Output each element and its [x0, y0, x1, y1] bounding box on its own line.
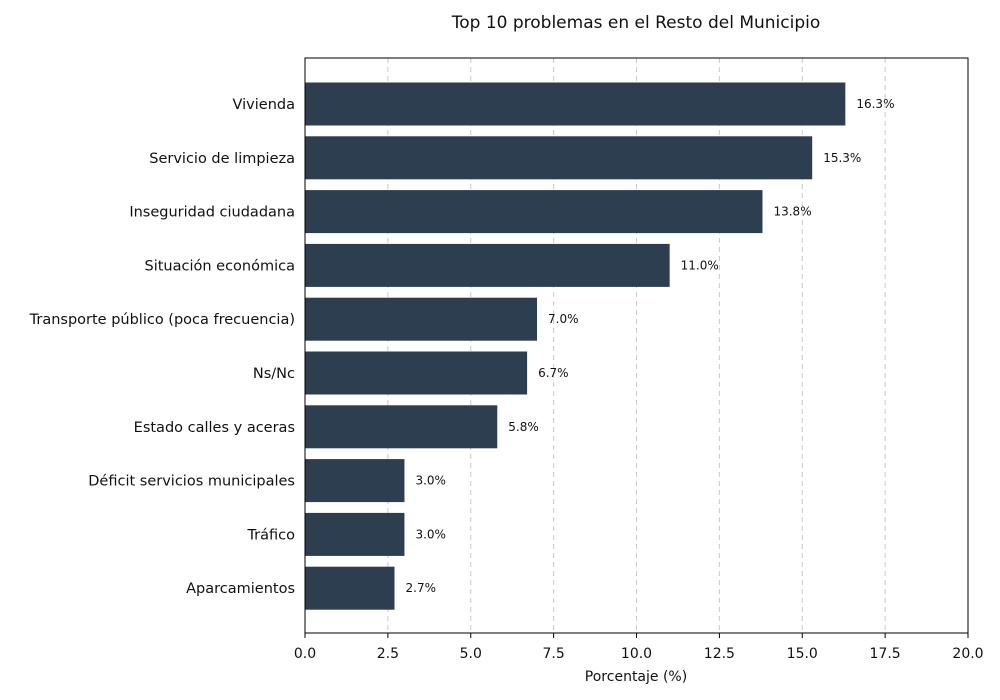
- value-label: 11.0%: [681, 258, 719, 272]
- x-tick-label: 0.0: [294, 646, 316, 662]
- chart-title: Top 10 problemas en el Resto del Municip…: [451, 13, 821, 33]
- bar: [305, 351, 528, 395]
- x-axis-ticks: 0.0 2.5 5.0 7.5 10.0 12.5 15.0 17.5 20.0: [294, 633, 984, 662]
- value-label: 13.8%: [773, 205, 811, 219]
- value-label: 6.7%: [538, 366, 569, 380]
- category-label: Aparcamientos: [186, 581, 295, 597]
- x-tick-label: 7.5: [542, 646, 564, 662]
- value-label: 2.7%: [406, 581, 437, 595]
- x-tick-label: 20.0: [952, 646, 983, 662]
- value-label: 3.0%: [415, 527, 446, 541]
- bar: [305, 297, 538, 341]
- bars: [305, 82, 846, 610]
- bar: [305, 459, 405, 503]
- bar: [305, 405, 498, 449]
- value-label: 15.3%: [823, 151, 861, 165]
- bar: [305, 82, 846, 126]
- category-labels: Vivienda Servicio de limpieza Inseguridad …: [29, 97, 295, 597]
- category-label: Vivienda: [233, 97, 295, 113]
- x-axis-label: Porcentaje (%): [585, 669, 687, 685]
- value-labels: 16.3% 15.3% 13.8% 11.0% 7.0% 6.7% 5.8% 3.0% 3.0%…: [406, 97, 895, 595]
- x-tick-label: 15.0: [787, 646, 818, 662]
- category-label: Tráfico: [246, 527, 295, 543]
- bar: [305, 136, 813, 180]
- x-tick-label: 2.5: [377, 646, 399, 662]
- bar: [305, 243, 670, 287]
- bar: [305, 566, 395, 610]
- category-label: Inseguridad ciudadana: [129, 205, 295, 221]
- category-label: Déficit servicios municipales: [88, 474, 295, 490]
- value-label: 5.8%: [508, 420, 539, 434]
- x-tick-label: 10.0: [621, 646, 652, 662]
- bar: [305, 512, 405, 556]
- category-label: Estado calles y aceras: [134, 420, 295, 436]
- value-label: 3.0%: [415, 474, 446, 488]
- x-tick-label: 17.5: [870, 646, 901, 662]
- value-label: 16.3%: [856, 97, 894, 111]
- category-label: Transporte público (poca frecuencia): [29, 312, 295, 328]
- plot-frame: [304, 57, 969, 634]
- category-label: Servicio de limpieza: [149, 151, 295, 167]
- bar: [305, 190, 763, 234]
- category-label: Ns/Nc: [253, 366, 295, 382]
- category-label: Situación económica: [144, 258, 295, 274]
- x-tick-label: 5.0: [460, 646, 482, 662]
- value-label: 7.0%: [548, 312, 579, 326]
- x-tick-label: 12.5: [704, 646, 735, 662]
